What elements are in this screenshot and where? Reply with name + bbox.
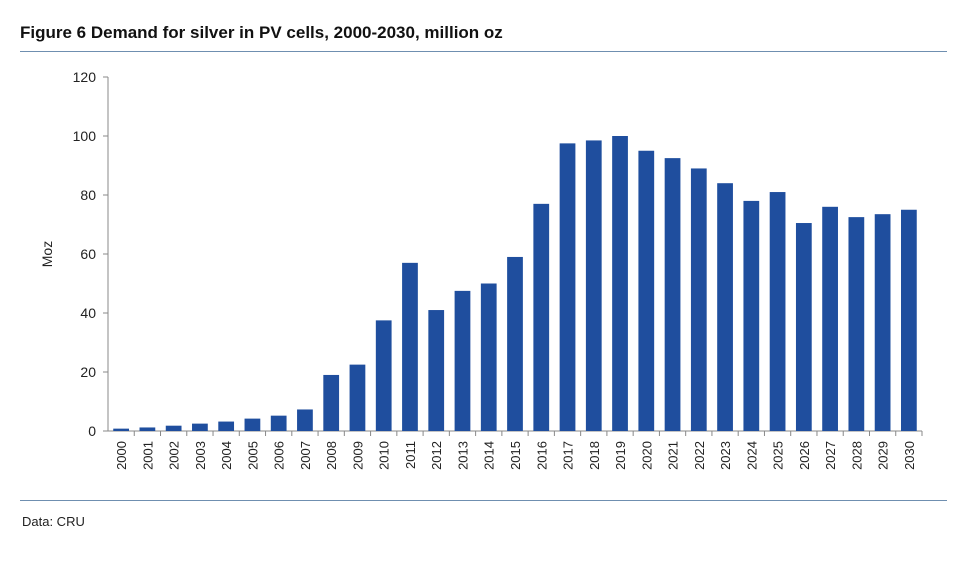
figure-title: Figure 6 Demand for silver in PV cells, … [20, 23, 503, 42]
x-tick-label: 2030 [902, 441, 917, 470]
x-tick-label: 2007 [298, 441, 313, 470]
bar [113, 428, 130, 431]
y-tick-label: 20 [80, 364, 96, 380]
bar [717, 183, 733, 431]
x-tick-label: 2010 [377, 441, 392, 470]
x-tick-label: 2025 [771, 441, 786, 470]
x-tick-label: 2015 [508, 441, 523, 470]
bar [165, 425, 182, 431]
x-tick-label: 2020 [639, 441, 654, 470]
bar [375, 320, 392, 431]
bar [428, 310, 445, 431]
y-tick-label: 60 [80, 246, 96, 262]
x-tick-label: 2013 [455, 441, 470, 470]
x-tick-label: 2022 [692, 441, 707, 470]
bar [612, 136, 628, 431]
x-tick-label: 2023 [718, 441, 733, 470]
x-tick-label: 2000 [114, 441, 129, 470]
x-tick-label: 2021 [666, 441, 681, 470]
bar [270, 415, 287, 431]
bar [218, 421, 235, 431]
y-tick-label: 40 [80, 305, 96, 321]
bar [559, 143, 576, 431]
y-tick-label: 100 [73, 128, 97, 144]
x-tick-label: 2029 [876, 441, 891, 470]
bar [297, 409, 313, 431]
x-tick-label: 2027 [823, 441, 838, 470]
x-tick-label: 2028 [849, 441, 864, 470]
bar [795, 223, 812, 431]
bar [848, 217, 865, 431]
x-tick-label: 2016 [534, 441, 549, 470]
bar [480, 283, 497, 431]
x-tick-label: 2011 [403, 441, 418, 469]
bar [402, 262, 418, 431]
x-tick-label: 2001 [140, 441, 155, 470]
x-tick-label: 2008 [324, 441, 339, 470]
bar [139, 427, 156, 431]
x-tick-label: 2009 [350, 441, 365, 470]
x-tick-label: 2002 [167, 441, 182, 470]
bar [874, 214, 891, 431]
x-tick-label: 2019 [613, 441, 628, 470]
bar [244, 418, 261, 431]
bar [507, 256, 523, 431]
x-tick-label: 2005 [245, 441, 260, 470]
bar [638, 150, 655, 431]
x-tick-label: 2017 [561, 441, 576, 470]
y-tick-label: 80 [80, 187, 96, 203]
bar [349, 364, 366, 431]
x-tick-label: 2018 [587, 441, 602, 470]
footer-rule [20, 500, 947, 501]
x-tick-label: 2004 [219, 441, 234, 470]
x-tick-label: 2014 [482, 441, 497, 470]
source-note: Data: CRU [22, 514, 85, 529]
x-tick-label: 2006 [272, 441, 287, 470]
y-tick-label: 120 [73, 69, 97, 85]
y-axis-title: Moz [39, 241, 55, 267]
bar [769, 192, 786, 431]
bar [743, 200, 760, 431]
x-tick-label: 2024 [744, 441, 759, 470]
y-tick-label: 0 [88, 423, 96, 439]
bar [533, 203, 550, 431]
bar [690, 168, 707, 431]
title-rule [20, 51, 947, 52]
bar [900, 209, 917, 431]
x-tick-label: 2012 [429, 441, 444, 470]
bar [192, 423, 208, 431]
bar [822, 206, 838, 431]
x-tick-label: 2003 [193, 441, 208, 470]
x-tick-label: 2026 [797, 441, 812, 470]
bar [585, 140, 602, 432]
bar [454, 290, 471, 431]
bar [664, 158, 681, 431]
bar [323, 374, 340, 431]
